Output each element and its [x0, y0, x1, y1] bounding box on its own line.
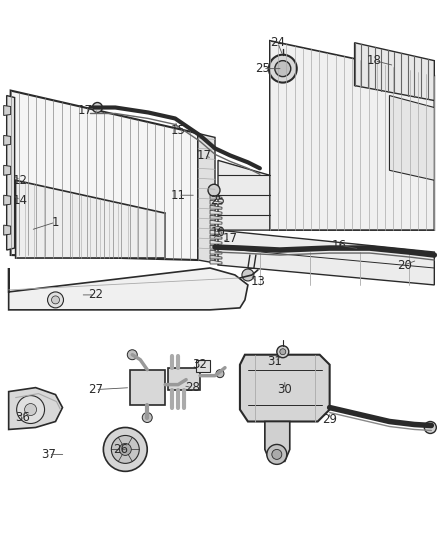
Text: 36: 36 — [15, 411, 30, 424]
Circle shape — [208, 184, 220, 196]
Polygon shape — [218, 160, 270, 230]
Polygon shape — [210, 215, 222, 219]
Circle shape — [277, 346, 289, 358]
Circle shape — [424, 422, 436, 433]
Polygon shape — [4, 165, 11, 175]
Text: 20: 20 — [397, 259, 412, 271]
Text: 17: 17 — [197, 149, 212, 162]
Text: 24: 24 — [270, 36, 285, 49]
Polygon shape — [210, 245, 222, 249]
Text: 25: 25 — [211, 193, 226, 207]
Polygon shape — [210, 205, 222, 209]
Text: 16: 16 — [332, 239, 347, 252]
Polygon shape — [210, 255, 222, 259]
Circle shape — [280, 349, 286, 355]
Polygon shape — [11, 91, 198, 260]
Polygon shape — [4, 195, 11, 205]
Circle shape — [48, 292, 64, 308]
Polygon shape — [130, 370, 165, 405]
Circle shape — [267, 445, 287, 464]
Polygon shape — [168, 368, 200, 390]
Polygon shape — [210, 200, 222, 204]
Polygon shape — [196, 360, 210, 372]
Text: 1: 1 — [52, 216, 59, 229]
Polygon shape — [265, 422, 290, 462]
Polygon shape — [7, 95, 14, 250]
Polygon shape — [210, 225, 222, 229]
Polygon shape — [198, 133, 215, 263]
Text: 26: 26 — [113, 443, 128, 456]
Polygon shape — [16, 180, 165, 258]
Circle shape — [119, 443, 131, 455]
Polygon shape — [270, 41, 434, 230]
Circle shape — [275, 61, 291, 77]
Polygon shape — [4, 106, 11, 116]
Polygon shape — [210, 260, 222, 264]
Text: 13: 13 — [251, 276, 265, 288]
Polygon shape — [4, 225, 11, 235]
Polygon shape — [210, 210, 222, 214]
Polygon shape — [210, 220, 222, 224]
Text: 14: 14 — [13, 193, 28, 207]
Text: 31: 31 — [267, 355, 282, 368]
Text: 29: 29 — [322, 413, 337, 426]
Text: 27: 27 — [88, 383, 103, 396]
Circle shape — [92, 102, 102, 112]
Text: 15: 15 — [171, 124, 186, 137]
Polygon shape — [210, 230, 222, 234]
Circle shape — [103, 427, 147, 471]
Circle shape — [25, 403, 37, 416]
Polygon shape — [210, 250, 222, 254]
Text: 30: 30 — [277, 383, 292, 396]
Circle shape — [111, 435, 139, 463]
Text: 10: 10 — [211, 225, 226, 239]
Polygon shape — [355, 43, 434, 101]
Text: 17: 17 — [78, 104, 93, 117]
Polygon shape — [240, 355, 330, 422]
Polygon shape — [218, 230, 434, 285]
Circle shape — [142, 413, 152, 423]
Polygon shape — [9, 387, 63, 430]
Text: 11: 11 — [171, 189, 186, 201]
Circle shape — [52, 296, 60, 304]
Text: 17: 17 — [223, 232, 237, 245]
Text: 32: 32 — [193, 358, 208, 371]
Circle shape — [17, 395, 45, 424]
Polygon shape — [389, 95, 434, 180]
Circle shape — [216, 370, 224, 378]
Circle shape — [127, 350, 137, 360]
Circle shape — [242, 269, 254, 281]
Polygon shape — [210, 235, 222, 239]
Text: 37: 37 — [41, 448, 56, 461]
Polygon shape — [9, 268, 248, 310]
Text: 22: 22 — [88, 288, 103, 301]
Circle shape — [272, 449, 282, 459]
Polygon shape — [210, 195, 222, 199]
Text: 18: 18 — [367, 54, 382, 67]
Text: 25: 25 — [255, 62, 270, 75]
Text: 28: 28 — [185, 381, 200, 394]
Text: 12: 12 — [13, 174, 28, 187]
Polygon shape — [210, 240, 222, 244]
Circle shape — [269, 55, 297, 83]
Polygon shape — [4, 135, 11, 146]
